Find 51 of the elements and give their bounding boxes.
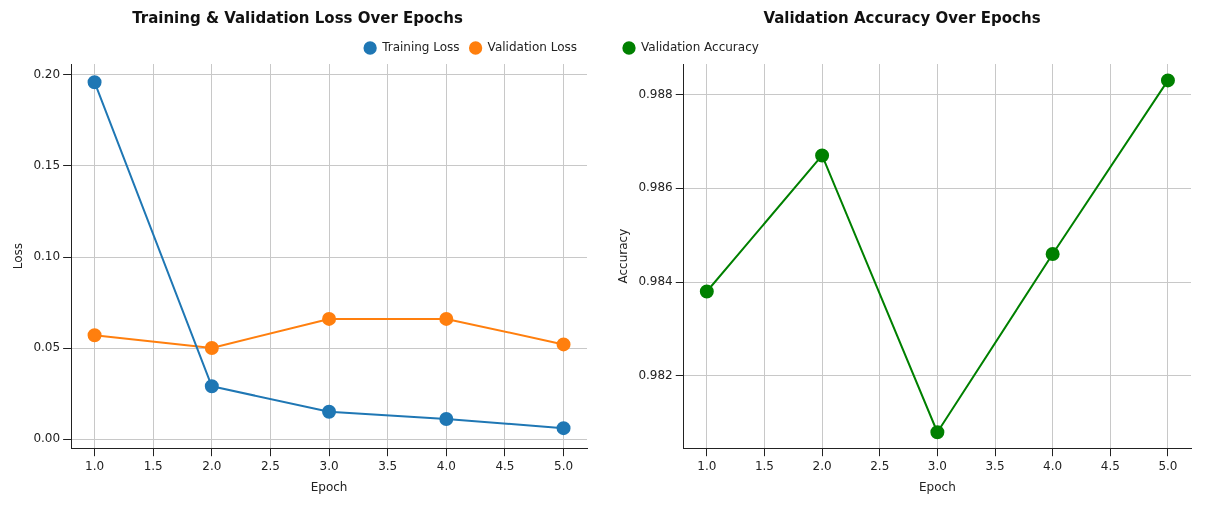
x-tick-label: 2.5 — [870, 458, 890, 473]
x-tick-label: 3.5 — [378, 458, 398, 473]
chart-title: Validation Accuracy Over Epochs — [763, 8, 1041, 27]
x-tick-label: 4.0 — [1043, 458, 1063, 473]
x-tick-label: 3.0 — [927, 458, 947, 473]
y-tick-label: 0.20 — [33, 67, 61, 82]
point — [322, 311, 337, 326]
point — [322, 404, 337, 419]
y-tick-label: 0.984 — [638, 274, 673, 289]
y-axis-title: Accuracy — [616, 228, 631, 284]
y-tick-label: 0.15 — [33, 158, 61, 173]
y-tick-label: 0.05 — [33, 340, 61, 355]
x-tick-label: 4.5 — [1100, 458, 1120, 473]
chart-title: Training & Validation Loss Over Epochs — [132, 8, 463, 27]
x-axis-title: Epoch — [919, 479, 956, 494]
point — [1160, 73, 1175, 88]
point — [439, 412, 454, 427]
y-tick-label: 0.10 — [33, 249, 61, 264]
x-tick-label: 1.5 — [754, 458, 774, 473]
point — [699, 284, 714, 299]
point — [1045, 246, 1060, 261]
legend-label: Training Loss — [381, 40, 460, 55]
x-tick-label: 3.0 — [319, 458, 339, 473]
x-tick-label: 2.5 — [260, 458, 280, 473]
x-tick-label: 2.0 — [812, 458, 832, 473]
point — [556, 421, 571, 436]
y-tick-label: 0.988 — [638, 86, 673, 101]
x-axis-title: Epoch — [310, 479, 348, 494]
x-tick-label: 5.0 — [1158, 458, 1178, 473]
point — [815, 148, 830, 163]
x-tick-label: 5.0 — [554, 458, 574, 473]
point — [87, 328, 102, 343]
x-tick-label: 4.5 — [495, 458, 515, 473]
x-tick-label: 2.0 — [202, 458, 222, 473]
point — [930, 425, 945, 440]
point — [204, 379, 219, 394]
legend-label: Validation Loss — [487, 40, 577, 55]
y-axis-title: Loss — [11, 242, 26, 270]
x-tick-label: 3.5 — [985, 458, 1005, 473]
y-tick-label: 0.00 — [33, 431, 61, 446]
x-tick-label: 1.5 — [143, 458, 163, 473]
point — [204, 341, 219, 356]
x-tick-label: 4.0 — [436, 458, 456, 473]
point — [439, 311, 454, 326]
y-tick-label: 0.986 — [638, 180, 673, 195]
point — [87, 75, 102, 90]
legend-label: Validation Accuracy — [641, 40, 759, 55]
point — [556, 337, 571, 352]
y-tick-label: 0.982 — [638, 368, 673, 383]
x-tick-label: 1.0 — [85, 458, 105, 473]
x-tick-label: 1.0 — [697, 458, 717, 473]
